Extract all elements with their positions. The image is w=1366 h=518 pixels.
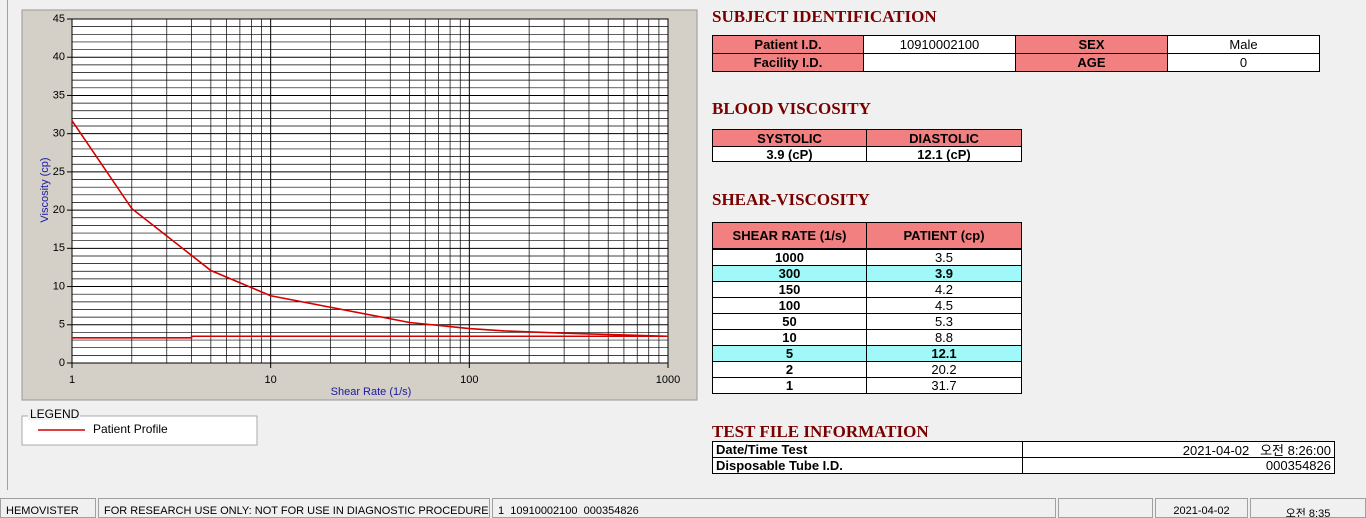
x-tick-label: 1000: [656, 374, 680, 386]
cell: 50: [712, 313, 867, 330]
y-tick-label: 5: [59, 319, 65, 331]
cell: 100: [712, 297, 867, 314]
y-tick-label: 10: [53, 280, 65, 292]
legend-label: Patient Profile: [93, 422, 168, 436]
y-tick-label: 35: [53, 89, 65, 101]
section-title: SUBJECT IDENTIFICATION: [712, 7, 937, 26]
x-axis-label: Shear Rate (1/s): [331, 386, 412, 398]
field-value: 000354826: [1022, 457, 1335, 474]
field-label: Facility I.D.: [712, 53, 864, 72]
x-tick-label: 1: [69, 374, 75, 386]
y-axis-label: Viscosity (cp): [39, 157, 51, 222]
field-label: Disposable Tube I.D.: [712, 457, 1023, 474]
y-tick-label: 15: [53, 242, 65, 254]
chart: Shear Rate (1/s) Viscosity (cp) LEGEND 0…: [21, 9, 698, 446]
status-pane: 1 10910002100 000354826: [492, 498, 1056, 518]
status-pane: [1058, 498, 1153, 518]
legend-title-bg: [28, 410, 80, 420]
section-title: BLOOD VISCOSITY: [712, 99, 871, 118]
column-header: DIASTOLIC: [866, 129, 1022, 147]
x-tick-label: 10: [265, 374, 277, 386]
cell: 1000: [712, 249, 867, 266]
status-pane: 2021-04-02: [1155, 498, 1248, 518]
cell: 5.3: [866, 313, 1022, 330]
field-value: 10910002100: [863, 35, 1016, 54]
field-value: Male: [1167, 35, 1320, 54]
y-tick-label: 0: [59, 357, 65, 369]
cell: 12.1: [866, 345, 1022, 362]
field-value: 2021-04-02 오전 8:26:00: [1022, 441, 1335, 458]
data-line: [72, 335, 668, 339]
cell: 12.1 (cP): [866, 146, 1022, 162]
cell: 2: [712, 361, 867, 378]
field-value: [863, 53, 1016, 72]
y-tick-label: 45: [53, 13, 65, 25]
field-label: AGE: [1015, 53, 1168, 72]
field-label: SEX: [1015, 35, 1168, 54]
cell: 300: [712, 265, 867, 282]
data-line: [71, 120, 669, 338]
cell: 10: [712, 329, 867, 346]
cell: 5: [712, 345, 867, 362]
column-header: SYSTOLIC: [712, 129, 867, 147]
field-value: 0: [1167, 53, 1320, 72]
plot-area: [72, 19, 668, 363]
status-pane: FOR RESEARCH USE ONLY: NOT FOR USE IN DI…: [98, 498, 490, 518]
status-pane: 오전 8:35: [1250, 498, 1366, 518]
section-title: TEST FILE INFORMATION: [712, 422, 929, 441]
status-pane: HEMOVISTER: [0, 498, 96, 518]
plot-border: [71, 18, 669, 364]
field-label: Date/Time Test: [712, 441, 1023, 458]
field-label: Patient I.D.: [712, 35, 864, 54]
column-header: SHEAR RATE (1/s): [712, 222, 867, 249]
cell: 8.8: [866, 329, 1022, 346]
cell: 1: [712, 377, 867, 394]
cell: 31.7: [866, 377, 1022, 394]
column-header: PATIENT (cp): [866, 222, 1022, 249]
cell: 3.5: [866, 249, 1022, 266]
y-tick-label: 30: [53, 128, 65, 140]
x-tick-label: 100: [460, 374, 478, 386]
cell: 20.2: [866, 361, 1022, 378]
cell: 150: [712, 281, 867, 298]
y-tick-label: 20: [53, 204, 65, 216]
y-tick-label: 25: [53, 166, 65, 178]
cell: 3.9 (cP): [712, 146, 867, 162]
cell: 4.5: [866, 297, 1022, 314]
cell: 4.2: [866, 281, 1022, 298]
section-title: SHEAR-VISCOSITY: [712, 190, 870, 209]
y-tick-label: 40: [53, 51, 65, 63]
cell: 3.9: [866, 265, 1022, 282]
left-border: [7, 0, 8, 490]
legend-title: LEGEND: [30, 407, 80, 421]
